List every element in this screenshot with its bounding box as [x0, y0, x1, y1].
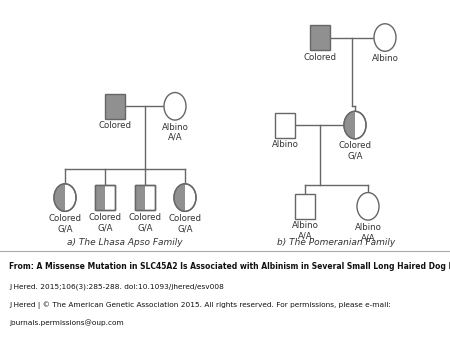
- Bar: [310, 25, 330, 50]
- Text: Colored
G/A: Colored G/A: [129, 213, 162, 232]
- Bar: [275, 113, 295, 138]
- Text: J Hered. 2015;106(3):285-288. doi:10.1093/jhered/esv008: J Hered. 2015;106(3):285-288. doi:10.109…: [9, 284, 224, 290]
- Bar: [135, 185, 155, 210]
- Text: Albino
A/A: Albino A/A: [355, 223, 382, 242]
- Text: Colored: Colored: [99, 121, 131, 130]
- Text: Albino: Albino: [271, 140, 298, 149]
- Bar: [95, 185, 115, 210]
- Wedge shape: [344, 111, 355, 139]
- Wedge shape: [54, 184, 65, 211]
- Bar: [135, 185, 145, 210]
- Text: Colored: Colored: [303, 52, 337, 62]
- Circle shape: [374, 24, 396, 51]
- Bar: [295, 194, 315, 219]
- Text: Colored
G/A: Colored G/A: [168, 214, 202, 233]
- Text: b) The Pomeranian Family: b) The Pomeranian Family: [277, 238, 395, 247]
- Wedge shape: [174, 184, 185, 211]
- Bar: [95, 185, 115, 210]
- Bar: [95, 185, 105, 210]
- Bar: [135, 185, 155, 210]
- Text: Albino: Albino: [372, 54, 398, 63]
- Text: Albino
A/A: Albino A/A: [162, 123, 189, 142]
- Circle shape: [357, 193, 379, 220]
- Text: Colored
G/A: Colored G/A: [338, 141, 372, 161]
- Text: journals.permissions@oup.com: journals.permissions@oup.com: [9, 319, 124, 326]
- Circle shape: [344, 111, 366, 139]
- Text: a) The Lhasa Apso Family: a) The Lhasa Apso Family: [67, 238, 183, 247]
- Text: Colored
G/A: Colored G/A: [49, 214, 81, 233]
- Circle shape: [54, 184, 76, 211]
- Bar: [105, 94, 125, 119]
- Circle shape: [164, 93, 186, 120]
- Circle shape: [174, 184, 196, 211]
- Text: Colored
G/A: Colored G/A: [89, 213, 122, 232]
- Text: J Hered | © The American Genetic Association 2015. All rights reserved. For perm: J Hered | © The American Genetic Associa…: [9, 302, 391, 310]
- Text: Albino
A/A: Albino A/A: [292, 221, 319, 241]
- Text: From: A Missense Mutation in SLC45A2 Is Associated with Albinism in Several Smal: From: A Missense Mutation in SLC45A2 Is …: [9, 262, 450, 271]
